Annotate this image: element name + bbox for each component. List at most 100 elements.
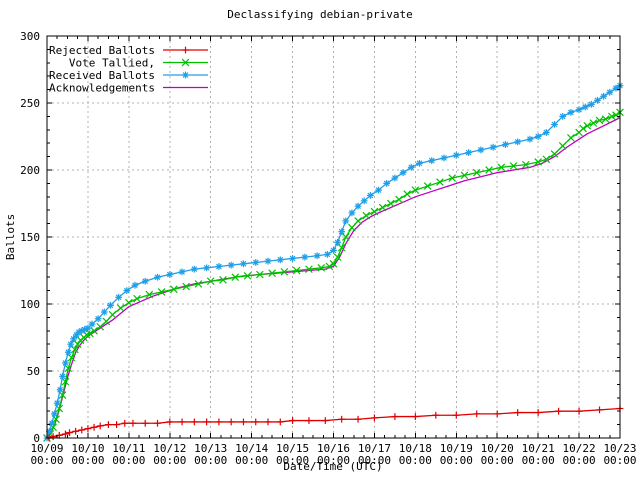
y-tick-label: 300	[20, 30, 40, 43]
x-tick-label-time: 00:00	[276, 454, 309, 467]
data-point-marker	[100, 308, 108, 316]
data-point-marker	[276, 256, 284, 264]
data-point-marker	[46, 427, 53, 435]
data-point-marker	[596, 406, 603, 414]
data-point-marker	[305, 265, 313, 273]
data-point-marker	[157, 288, 166, 296]
y-tick-label: 200	[20, 164, 40, 177]
data-point-marker	[383, 180, 391, 187]
data-point-marker	[301, 253, 309, 261]
data-point-marker	[53, 399, 61, 407]
data-point-marker	[606, 88, 614, 96]
data-point-marker	[407, 163, 415, 171]
data-point-marker	[514, 138, 522, 146]
data-point-marker	[256, 270, 264, 279]
data-point-marker	[534, 158, 542, 166]
y-axis-tick-labels: 0 50 100 150 200 250 300	[20, 30, 40, 445]
data-point-marker	[589, 119, 598, 127]
data-point-marker	[203, 264, 211, 272]
x-tick-label-date: 10/19	[440, 442, 473, 455]
data-point-marker	[575, 407, 583, 415]
data-point-marker	[115, 293, 123, 301]
x-tick-label-time: 00:00	[358, 454, 391, 467]
x-tick-label-time: 00:00	[440, 454, 473, 467]
data-point-marker	[411, 186, 420, 194]
data-point-marker	[50, 410, 58, 418]
data-point-marker	[583, 121, 592, 130]
data-point-marker	[354, 202, 362, 210]
data-point-marker	[94, 315, 102, 323]
data-point-marker	[72, 427, 80, 435]
series-vote-tallied	[43, 108, 624, 442]
x-tick-label-time: 00:00	[481, 454, 514, 467]
data-point-marker	[292, 266, 301, 275]
data-point-marker	[96, 422, 104, 430]
data-point-marker	[362, 211, 371, 220]
data-point-marker	[366, 192, 374, 199]
data-point-marker	[49, 433, 57, 441]
data-point-marker	[206, 277, 215, 286]
data-point-marker	[534, 133, 542, 140]
data-point-marker	[448, 174, 457, 182]
data-point-marker	[354, 415, 362, 423]
data-point-marker	[84, 425, 92, 433]
data-point-marker	[252, 418, 260, 426]
data-point-marker	[67, 353, 76, 362]
legend-label: Rejected Ballots	[49, 44, 155, 57]
x-tick-label-date: 10/22	[563, 442, 596, 455]
x-tick-label-date: 10/20	[481, 442, 514, 455]
data-point-marker	[78, 327, 86, 335]
data-point-marker	[107, 301, 114, 309]
data-point-marker	[465, 149, 472, 156]
data-point-marker	[600, 92, 608, 100]
data-point-marker	[428, 157, 436, 165]
data-point-marker	[386, 199, 395, 208]
chart-title: Declassifying debian-private	[227, 8, 412, 21]
data-point-marker	[190, 265, 198, 273]
data-point-marker	[123, 287, 131, 294]
data-point-marker	[472, 168, 481, 177]
y-axis-title: Ballots	[4, 214, 17, 260]
data-point-marker	[567, 134, 575, 142]
data-point-marker	[452, 151, 460, 159]
legend-label: Acknowledgements	[49, 82, 155, 95]
data-point-marker	[243, 272, 252, 280]
data-point-marker	[181, 58, 190, 67]
series-rejected-ballots	[45, 405, 624, 442]
x-tick-label-time: 00:00	[235, 454, 268, 467]
data-point-marker	[551, 121, 558, 128]
data-point-marker	[90, 326, 98, 335]
data-point-marker	[289, 417, 296, 424]
data-point-marker	[522, 160, 530, 169]
data-point-marker	[108, 310, 117, 319]
x-tick-label-date: 10/13	[194, 442, 227, 455]
data-point-marker	[375, 186, 382, 194]
data-point-marker	[489, 143, 497, 151]
data-point-marker	[154, 419, 161, 427]
data-point-marker	[73, 340, 82, 349]
data-point-marker	[391, 413, 399, 420]
data-point-marker	[313, 252, 321, 260]
data-point-marker	[215, 418, 223, 426]
x-axis-title: Date/Time (UTC)	[283, 460, 382, 473]
data-point-marker	[338, 228, 346, 236]
data-point-marker	[84, 324, 92, 332]
x-tick-label-date: 10/14	[235, 442, 268, 455]
x-tick-label-time: 00:00	[563, 454, 596, 467]
data-point-marker	[567, 108, 575, 116]
data-point-marker	[411, 413, 419, 420]
data-point-marker	[371, 414, 378, 422]
data-point-marker	[78, 426, 86, 434]
data-point-marker	[436, 178, 444, 186]
series-received-ballots	[43, 82, 624, 442]
data-point-marker	[145, 290, 154, 299]
data-point-marker	[502, 141, 509, 148]
y-tick-label: 250	[20, 97, 40, 110]
data-point-marker	[280, 268, 289, 276]
data-point-marker	[67, 340, 75, 348]
series-layer	[43, 82, 624, 442]
data-point-marker	[190, 418, 198, 426]
data-point-marker	[170, 285, 178, 294]
data-point-marker	[452, 411, 460, 419]
axis-ticks	[46, 35, 621, 439]
